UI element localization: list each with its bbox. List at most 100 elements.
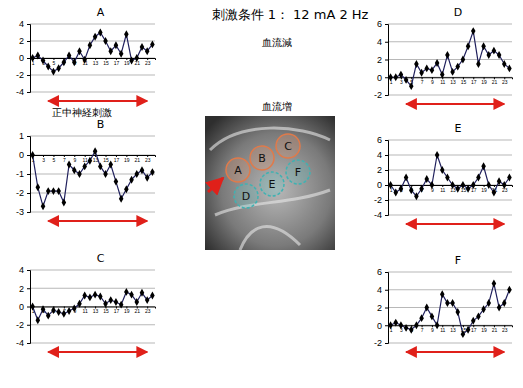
- x-tick: 17: [471, 77, 477, 85]
- y-tick: -2: [374, 338, 388, 348]
- x-tick: 19: [124, 58, 130, 66]
- point: [124, 30, 129, 38]
- point: [36, 183, 41, 191]
- x-tick-label: 21: [134, 157, 140, 163]
- point: [119, 195, 124, 203]
- grid-line: [388, 41, 512, 42]
- y-tick-mark: [385, 308, 388, 309]
- marks: [30, 147, 154, 210]
- point: [93, 291, 98, 299]
- figure: -4-20241357911131517192123A-3-2-10113579…: [0, 0, 523, 388]
- marks: [388, 151, 511, 200]
- y-tick: 6: [377, 135, 388, 145]
- x-tick: 19: [481, 77, 487, 85]
- y-tick: -2: [374, 195, 388, 205]
- point: [46, 187, 51, 195]
- x-tick-label: 17: [114, 60, 120, 66]
- x-tick: 3: [400, 77, 403, 85]
- point: [507, 174, 512, 182]
- y-tick-label: 2: [19, 36, 24, 46]
- x-tick: 3: [42, 155, 45, 163]
- y-axis-line: [385, 273, 389, 344]
- x-tick: 7: [63, 155, 66, 163]
- point: [134, 170, 139, 178]
- point: [140, 43, 145, 51]
- y-tick-label: 2: [19, 284, 24, 294]
- x-tick: 23: [502, 325, 508, 333]
- y-tick-label: -1: [16, 169, 24, 179]
- y-axis: -4-2024: [16, 19, 31, 97]
- x-tick-label: 5: [53, 60, 56, 66]
- point: [134, 54, 139, 62]
- x-tick-label: 11: [440, 187, 445, 193]
- x-tick-label: 3: [400, 79, 403, 85]
- point: [492, 47, 497, 55]
- y-tick-mark: [385, 60, 388, 61]
- point: [98, 29, 103, 37]
- point: [103, 37, 108, 45]
- point: [98, 293, 103, 301]
- point: [72, 58, 77, 66]
- region-circle: [226, 158, 250, 182]
- stimulus-arrow: [48, 100, 147, 102]
- y-tick-label: -2: [16, 188, 24, 198]
- y-tick-label: 0: [19, 150, 24, 160]
- y-axis: -20246: [374, 19, 389, 100]
- y-tick-mark: [385, 215, 388, 216]
- point: [471, 317, 476, 325]
- y-tick: 0: [19, 53, 30, 63]
- point: [41, 202, 46, 210]
- point: [435, 321, 440, 329]
- point: [388, 181, 393, 189]
- y-tick: -2: [16, 188, 30, 198]
- y-tick-mark: [27, 193, 30, 194]
- x-tick-label: 23: [145, 308, 151, 314]
- y-tick-mark: [27, 307, 30, 308]
- point: [46, 63, 51, 71]
- x-tick-label: 9: [431, 327, 434, 333]
- y-tick-mark: [385, 170, 388, 171]
- y-tick-label: 2: [377, 55, 382, 65]
- point: [414, 60, 419, 68]
- x-tick-label: 23: [145, 60, 151, 66]
- y-tick: -2: [374, 90, 388, 100]
- point: [450, 181, 455, 189]
- x-tick: 13: [93, 307, 99, 315]
- x-tick: 15: [103, 307, 109, 315]
- point: [414, 321, 419, 329]
- y-tick: 2: [19, 36, 30, 46]
- x-tick-label: 7: [421, 327, 424, 333]
- x-tick: 23: [145, 58, 151, 66]
- y-tick: 1: [19, 131, 30, 141]
- grid-line: [388, 170, 512, 171]
- point: [56, 64, 61, 72]
- grid-line: [388, 307, 512, 308]
- point: [440, 290, 445, 298]
- point: [140, 166, 145, 174]
- x-tick: 19: [481, 325, 487, 333]
- point: [399, 321, 404, 329]
- x-tick: 7: [421, 77, 424, 85]
- x-tick: 21: [492, 325, 498, 333]
- title: 刺激条件 1： 12 mA 2 Hz: [212, 7, 369, 22]
- panel-title: F: [455, 254, 461, 267]
- y-tick-mark: [27, 92, 30, 93]
- point: [62, 58, 67, 66]
- x-tick: 15: [461, 77, 467, 85]
- y-tick-mark: [27, 41, 30, 42]
- grid-line: [388, 59, 512, 60]
- point: [36, 316, 41, 324]
- x-tick: 11: [440, 325, 445, 333]
- point: [108, 296, 113, 304]
- y-tick: 0: [377, 321, 388, 331]
- y-tick-mark: [385, 290, 388, 291]
- y-tick: 0: [19, 150, 30, 160]
- point: [124, 288, 129, 296]
- y-tick-mark: [27, 343, 30, 344]
- y-tick-mark: [27, 58, 30, 59]
- point: [82, 162, 87, 170]
- point: [409, 326, 414, 334]
- y-tick-label: -3: [16, 207, 24, 217]
- point: [145, 47, 150, 55]
- point: [134, 298, 139, 306]
